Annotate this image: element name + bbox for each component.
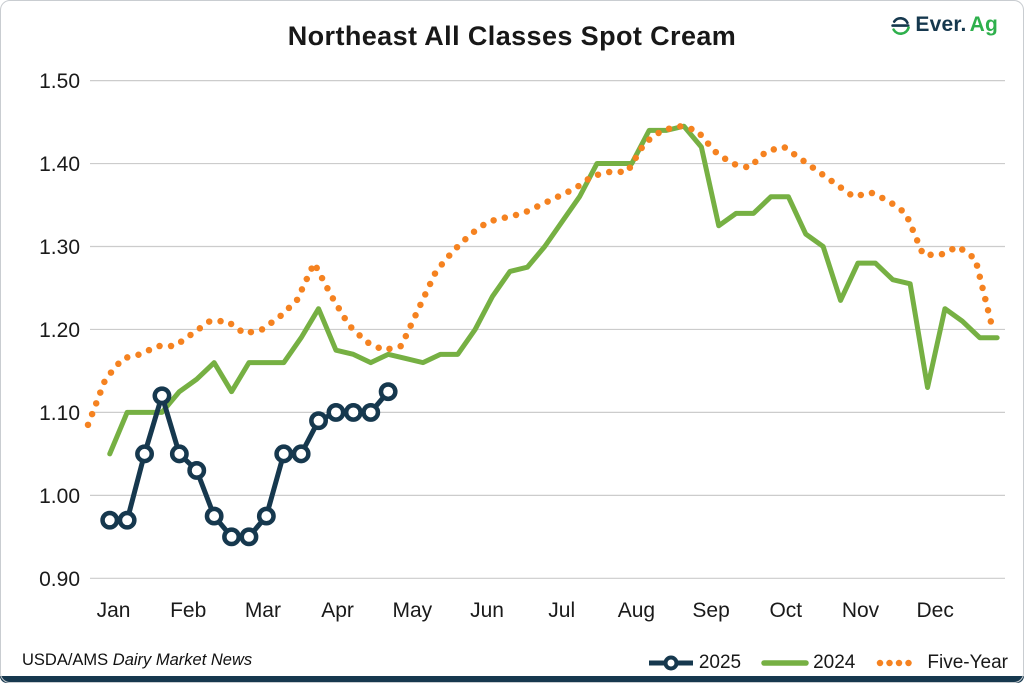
y-tick-label-1.50: 1.50 — [39, 70, 80, 93]
series-2025-marker — [135, 444, 155, 464]
y-tick-label-1.40: 1.40 — [39, 153, 80, 176]
legend-swatch-2024 — [761, 660, 809, 666]
chart-title: Northeast All Classes Spot Cream — [287, 21, 737, 51]
series-2025-marker — [204, 506, 224, 526]
legend-label-five-year: Five-Year — [927, 652, 1008, 673]
series-2025-marker — [239, 527, 259, 547]
y-tick-label-1.00: 1.00 — [39, 485, 80, 508]
series-2025-marker — [256, 506, 276, 526]
legend-item-2024: 2024 — [761, 652, 855, 674]
legend-swatch-2025 — [648, 655, 693, 671]
y-tick-label-1.10: 1.10 — [39, 402, 80, 425]
series-2025-marker — [361, 402, 381, 422]
x-tick-label-mar: Mar — [245, 599, 281, 622]
x-tick-label-jun: Jun — [470, 599, 504, 622]
y-tick-label-1.30: 1.30 — [39, 236, 80, 259]
logo-text-ever: Ever. — [915, 13, 967, 36]
x-tick-label-sep: Sep — [692, 599, 729, 622]
legend-swatch-five-year — [877, 659, 922, 667]
legend-label-2024: 2024 — [813, 652, 856, 673]
x-tick-label-apr: Apr — [321, 599, 354, 622]
series-2024-line — [107, 123, 1000, 457]
legend-item-five-year: Five-Year — [875, 652, 1008, 674]
series-2025-marker — [169, 444, 189, 464]
x-tick-label-oct: Oct — [769, 599, 802, 622]
series-2025-marker — [343, 402, 363, 422]
x-tick-label-may: May — [392, 599, 432, 622]
y-tick-label-1.20: 1.20 — [39, 319, 80, 342]
x-tick-label-feb: Feb — [170, 599, 206, 622]
source-note: USDA/AMS Dairy Market News — [22, 651, 252, 670]
series-2025-marker — [274, 444, 294, 464]
logo-text-ag: Ag — [969, 13, 998, 36]
bottom-accent-bar — [0, 676, 1024, 683]
series-2025-marker — [326, 402, 346, 422]
series-2025-marker — [152, 386, 172, 406]
legend-item-2025: 2025 — [647, 652, 741, 674]
series-2025-marker — [100, 510, 120, 530]
x-tick-label-jul: Jul — [548, 599, 575, 622]
x-tick-label-nov: Nov — [842, 599, 880, 622]
chart-legend: 2025 2024 Five-Year — [647, 652, 1008, 674]
x-tick-label-aug: Aug — [618, 599, 655, 622]
series-2025-marker — [117, 510, 137, 530]
ever-ag-globe-e-icon — [891, 16, 911, 35]
x-tick-label-jan: Jan — [97, 599, 131, 622]
series-2025-marker — [187, 461, 207, 480]
source-agency: USDA/AMS — [22, 651, 109, 669]
x-tick-label-dec: Dec — [917, 599, 954, 622]
y-tick-label-0.90: 0.90 — [39, 568, 80, 591]
legend-label-2025: 2025 — [698, 652, 742, 673]
source-publication: Dairy Market News — [112, 651, 253, 669]
series-2025-marker — [222, 527, 242, 547]
ever-ag-logo: Ever. Ag — [889, 13, 998, 37]
series-2025-marker — [309, 411, 328, 431]
series-2025-marker — [291, 444, 311, 464]
series-2025-marker — [378, 382, 398, 402]
series-five-year-line — [84, 122, 997, 429]
